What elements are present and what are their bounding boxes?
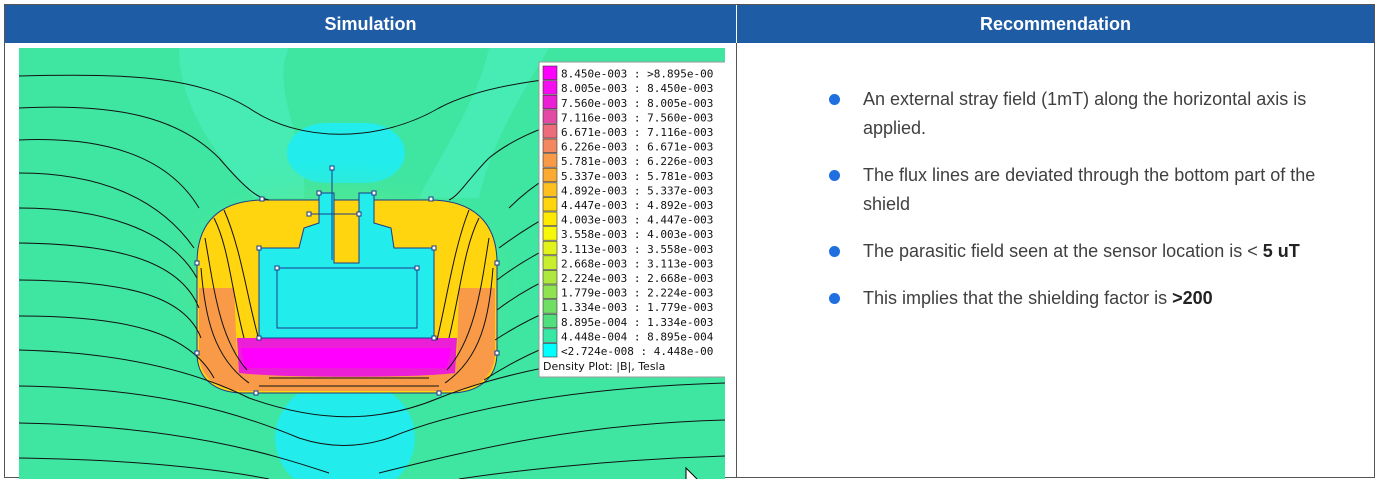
legend-caption: Density Plot: |B|, Tesla — [543, 360, 665, 373]
legend-swatch — [542, 299, 558, 314]
legend-swatch — [542, 211, 558, 226]
simulation-header: Simulation — [5, 5, 737, 43]
legend-swatch — [542, 343, 558, 358]
legend-label: 8.895e-004 : 1.334e-003 — [561, 316, 713, 329]
legend-label: 2.668e-003 : 3.113e-003 — [561, 257, 713, 270]
recommendation-cell: An external stray field (1mT) along the … — [737, 43, 1374, 477]
bullet-icon — [829, 94, 840, 105]
list-item: An external stray field (1mT) along the … — [823, 85, 1343, 143]
bullet-icon — [829, 246, 840, 257]
legend-swatch — [542, 94, 558, 110]
legend-swatch — [542, 182, 558, 197]
bullet-icon — [829, 293, 840, 304]
legend-swatch — [542, 255, 558, 270]
legend-swatch — [542, 65, 558, 80]
legend-swatch — [542, 109, 558, 124]
legend-label: 7.116e-003 : 7.560e-003 — [561, 111, 713, 124]
simulation-cell: 8.450e-003 : >8.895e-00 8.005e-003 : 8.45… — [5, 43, 737, 479]
legend-swatch — [542, 153, 558, 168]
legend-swatch — [542, 313, 558, 329]
legend-label: 5.781e-003 : 6.226e-003 — [561, 155, 713, 168]
legend-swatch — [542, 167, 558, 183]
list-item: The flux lines are deviated through the … — [823, 161, 1343, 219]
legend-label: 4.003e-003 : 4.447e-003 — [561, 214, 713, 227]
cursor-icon — [685, 466, 698, 479]
legend-label: 7.560e-003 : 8.005e-003 — [561, 97, 713, 110]
legend-label: <2.724e-008 : 4.448e-00 — [561, 345, 713, 358]
legend-swatch — [542, 284, 558, 299]
legend-swatch — [542, 328, 558, 343]
legend-swatch — [542, 138, 558, 153]
legend-swatch — [542, 240, 558, 256]
bullet-icon — [829, 170, 840, 181]
legend-swatch — [542, 226, 558, 241]
legend-label: 3.113e-003 : 3.558e-003 — [561, 243, 713, 256]
legend-swatch — [542, 270, 558, 285]
legend-label: 4.447e-003 : 4.892e-003 — [561, 199, 713, 212]
legend-label: 1.334e-003 : 1.779e-003 — [561, 301, 713, 314]
legend-label: 3.558e-003 : 4.003e-003 — [561, 228, 713, 241]
legend-swatch — [542, 124, 558, 139]
legend-label: 6.671e-003 : 7.116e-003 — [561, 126, 713, 139]
legend-label: 8.450e-003 : >8.895e-00 — [561, 68, 713, 81]
legend-label: 4.892e-003 : 5.337e-003 — [561, 184, 713, 197]
flux-density-plot: 8.450e-003 : >8.895e-00 8.005e-003 : 8.45… — [19, 48, 725, 479]
legend-label: 2.224e-003 : 2.668e-003 — [561, 272, 713, 285]
legend-label: 1.779e-003 : 2.224e-003 — [561, 287, 713, 300]
recommendation-header: Recommendation — [737, 5, 1374, 43]
list-item: The parasitic field seen at the sensor l… — [823, 237, 1343, 266]
legend-label: 8.005e-003 : 8.450e-003 — [561, 82, 713, 95]
list-item: This implies that the shielding factor i… — [823, 284, 1343, 313]
legend-swatch — [542, 197, 558, 212]
recommendation-list: An external stray field (1mT) along the … — [823, 85, 1343, 331]
density-legend: 8.450e-003 : >8.895e-008.005e-003 : 8.45… — [538, 61, 725, 378]
legend-label: 4.448e-004 : 8.895e-004 — [561, 330, 714, 343]
content-table: Simulation Recommendation — [4, 4, 1375, 479]
legend-swatch — [542, 80, 558, 95]
legend-label: 5.337e-003 : 5.781e-003 — [561, 170, 713, 183]
legend-label: 6.226e-003 : 6.671e-003 — [561, 141, 713, 154]
